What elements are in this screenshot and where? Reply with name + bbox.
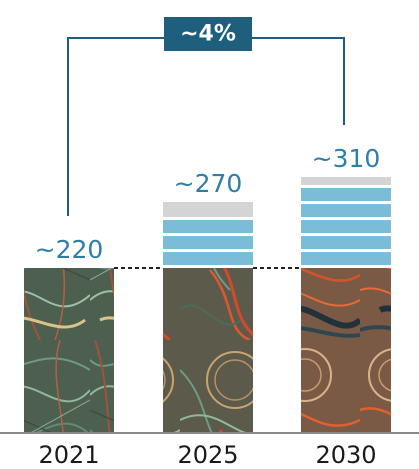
bar-growth-segment xyxy=(301,220,391,233)
bar-growth-segment xyxy=(301,252,391,265)
bar-base-2025 xyxy=(163,268,253,432)
year-label-2025: 2025 xyxy=(177,441,238,469)
growth-badge xyxy=(164,17,252,51)
bar-base-2030 xyxy=(301,268,391,432)
bar-base-2021 xyxy=(24,268,114,432)
bar-growth-segment xyxy=(163,252,253,265)
value-label-2030: ~310 xyxy=(312,144,381,173)
year-label-2021: 2021 xyxy=(38,441,99,469)
year-label-2030: 2030 xyxy=(315,441,376,469)
value-label-2021: ~220 xyxy=(35,235,104,264)
growth-badge-label: ~4% xyxy=(180,22,236,47)
value-label-2025: ~270 xyxy=(174,169,243,198)
bar-growth-segment xyxy=(301,204,391,217)
bar-growth-segment xyxy=(301,236,391,249)
bar-growth-segment xyxy=(163,236,253,249)
bar-growth-segment xyxy=(301,188,391,201)
bar-top-segment xyxy=(301,177,391,185)
bar-growth-segment xyxy=(163,220,253,233)
bar-top-segment xyxy=(163,202,253,217)
